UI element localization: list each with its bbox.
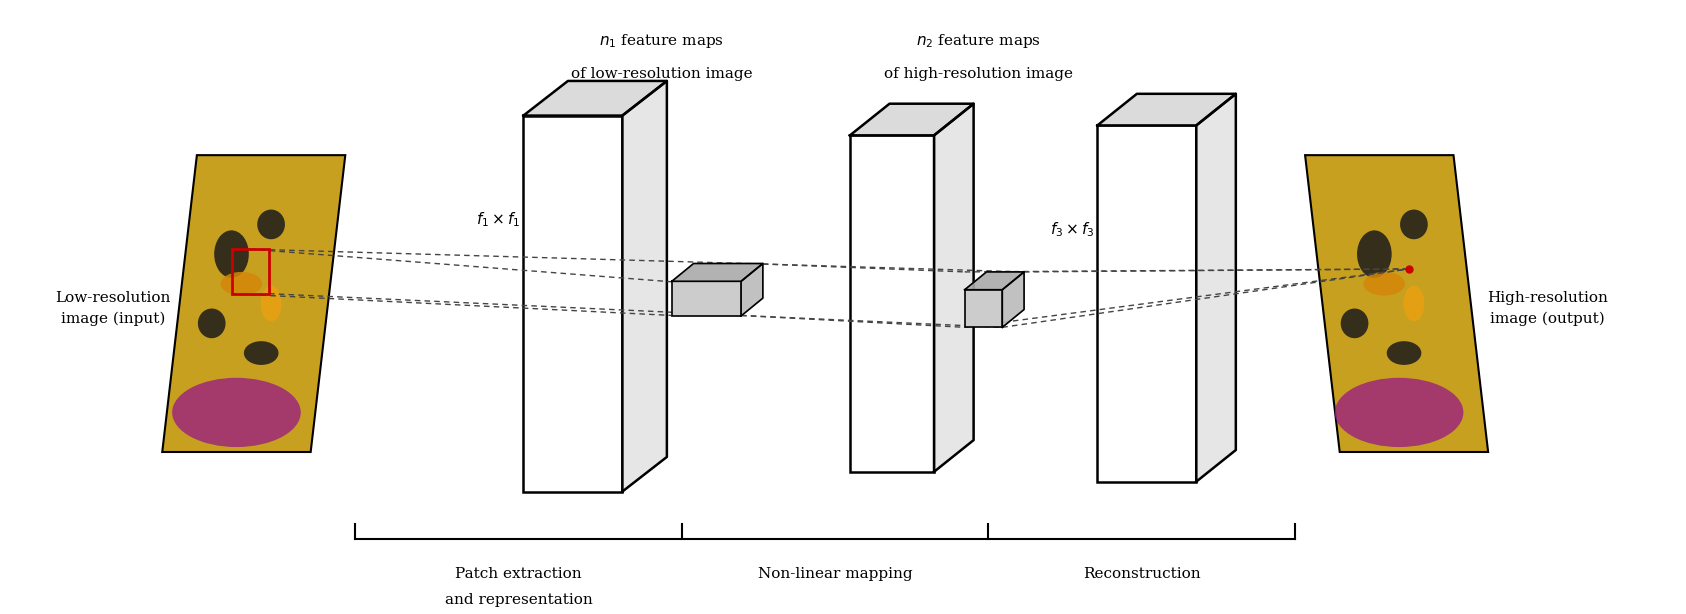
Ellipse shape: [261, 286, 282, 321]
Polygon shape: [964, 272, 1023, 290]
Polygon shape: [1098, 94, 1236, 125]
Polygon shape: [1001, 272, 1023, 327]
Polygon shape: [934, 104, 973, 472]
Bar: [964, 290, 1001, 327]
Bar: [671, 281, 742, 316]
Text: Reconstruction: Reconstruction: [1082, 567, 1200, 581]
Polygon shape: [1197, 94, 1236, 481]
Ellipse shape: [244, 341, 278, 365]
Text: and representation: and representation: [445, 594, 592, 607]
Bar: [231, 249, 270, 293]
Ellipse shape: [197, 308, 226, 338]
Polygon shape: [1305, 155, 1489, 452]
Polygon shape: [850, 104, 973, 135]
Ellipse shape: [1386, 341, 1421, 365]
Text: of low-resolution image: of low-resolution image: [572, 67, 752, 81]
Ellipse shape: [1340, 308, 1369, 338]
Text: $n_2$ feature maps: $n_2$ feature maps: [915, 33, 1040, 50]
Polygon shape: [523, 81, 668, 115]
Ellipse shape: [1357, 230, 1391, 278]
Text: Low-resolution
image (input): Low-resolution image (input): [56, 292, 170, 325]
Ellipse shape: [1335, 378, 1463, 447]
Text: $f_3 \times f_3$: $f_3 \times f_3$: [1050, 220, 1094, 239]
Text: Non-linear mapping: Non-linear mapping: [757, 567, 912, 581]
Text: Patch extraction: Patch extraction: [455, 567, 582, 581]
Polygon shape: [162, 155, 346, 452]
Text: $1\times1$: $1\times1$: [872, 295, 914, 312]
Ellipse shape: [258, 209, 285, 239]
Text: of high-resolution image: of high-resolution image: [883, 67, 1072, 81]
Bar: [523, 115, 622, 492]
Polygon shape: [622, 81, 668, 492]
Text: High-resolution
image (output): High-resolution image (output): [1487, 292, 1608, 325]
Text: $n_1$ feature maps: $n_1$ feature maps: [600, 33, 725, 50]
Ellipse shape: [221, 272, 263, 296]
Ellipse shape: [214, 230, 250, 278]
Ellipse shape: [172, 378, 300, 447]
Ellipse shape: [1399, 209, 1428, 239]
Ellipse shape: [1403, 286, 1425, 321]
Ellipse shape: [1364, 272, 1404, 296]
Polygon shape: [671, 263, 762, 281]
Text: $f_1 \times f_1$: $f_1 \times f_1$: [477, 211, 521, 230]
Polygon shape: [742, 263, 762, 316]
Bar: [1098, 125, 1197, 481]
Bar: [850, 135, 934, 472]
